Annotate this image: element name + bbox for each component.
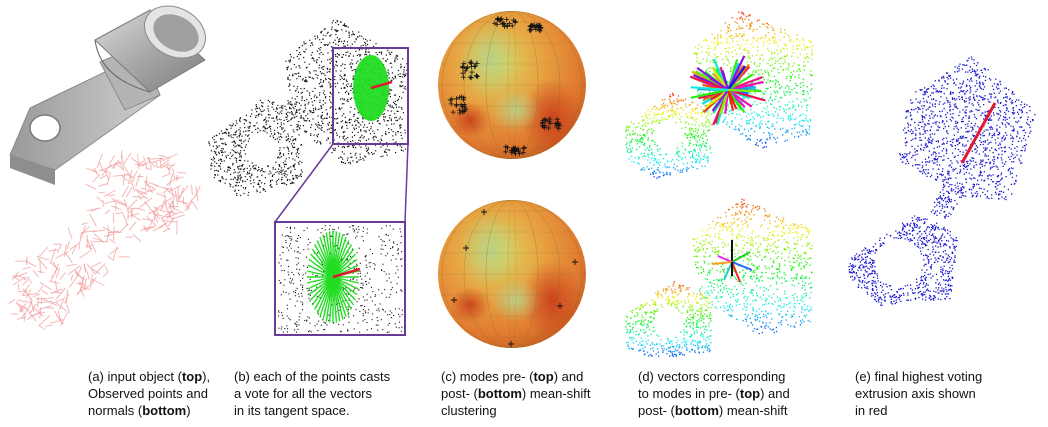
caption-line: in its tangent space.: [234, 402, 390, 419]
caption-text: ),: [202, 369, 210, 384]
caption-text: normals (: [88, 403, 142, 418]
caption-line: (d) vectors corresponding: [638, 368, 790, 385]
panel-b-vote-disc: [353, 55, 392, 121]
caption-line: clustering: [441, 402, 591, 419]
figure-panels: [0, 0, 1048, 360]
caption-b: (b) each of the points casts a vote for a…: [234, 368, 390, 419]
caption-text: Observed points and: [88, 386, 208, 401]
caption-text: in red: [855, 403, 888, 418]
caption-emphasis: top: [533, 369, 553, 384]
caption-line: extrusion axis shown: [855, 385, 982, 402]
caption-text: ) mean-shift: [522, 386, 591, 401]
caption-line: post- (bottom) mean-shift: [638, 402, 790, 419]
caption-line: normals (bottom): [88, 402, 210, 419]
caption-text: post- (: [441, 386, 478, 401]
caption-text: ): [186, 403, 190, 418]
caption-text: ) mean-shift: [719, 403, 788, 418]
caption-text: extrusion axis shown: [855, 386, 976, 401]
panel-c-sphere-bottom: [438, 200, 586, 348]
caption-emphasis: bottom: [142, 403, 186, 418]
caption-text: (c) modes pre- (: [441, 369, 533, 384]
caption-text: a vote for all the vectors: [234, 386, 372, 401]
inset-connector-line: [405, 144, 408, 222]
panel-d-post-shift-vectors: [712, 240, 752, 282]
caption-line: (c) modes pre- (top) and: [441, 368, 591, 385]
caption-line: post- (bottom) mean-shift: [441, 385, 591, 402]
caption-text: ) and: [760, 386, 790, 401]
caption-emphasis: top: [182, 369, 202, 384]
caption-emphasis: bottom: [478, 386, 522, 401]
caption-text: post- (: [638, 403, 675, 418]
caption-text: to modes in pre- (: [638, 386, 740, 401]
caption-line: to modes in pre- (top) and: [638, 385, 790, 402]
caption-c: (c) modes pre- (top) and post- (bottom) m…: [441, 368, 591, 419]
caption-d: (d) vectors corresponding to modes in pre…: [638, 368, 790, 419]
caption-text: (a) input object (: [88, 369, 182, 384]
caption-text: (b) each of the points casts: [234, 369, 390, 384]
caption-text: ) and: [554, 369, 584, 384]
panel-d-bottom-point-cloud: [625, 199, 813, 357]
panel-e-point-cloud: [849, 57, 1036, 307]
panel-c-sphere-top: [438, 11, 586, 159]
caption-line: (a) input object (top),: [88, 368, 210, 385]
caption-a: (a) input object (top), Observed points a…: [88, 368, 210, 419]
caption-text: clustering: [441, 403, 497, 418]
panel-a-mesh: [10, 0, 215, 185]
caption-text: in its tangent space.: [234, 403, 350, 418]
caption-emphasis: bottom: [675, 403, 719, 418]
caption-text: (e) final highest voting: [855, 369, 982, 384]
caption-line: (e) final highest voting: [855, 368, 982, 385]
caption-line: Observed points and: [88, 385, 210, 402]
caption-emphasis: top: [740, 386, 760, 401]
caption-line: a vote for all the vectors: [234, 385, 390, 402]
caption-e: (e) final highest voting extrusion axis s…: [855, 368, 982, 419]
caption-text: (d) vectors corresponding: [638, 369, 785, 384]
caption-line: in red: [855, 402, 982, 419]
caption-line: (b) each of the points casts: [234, 368, 390, 385]
